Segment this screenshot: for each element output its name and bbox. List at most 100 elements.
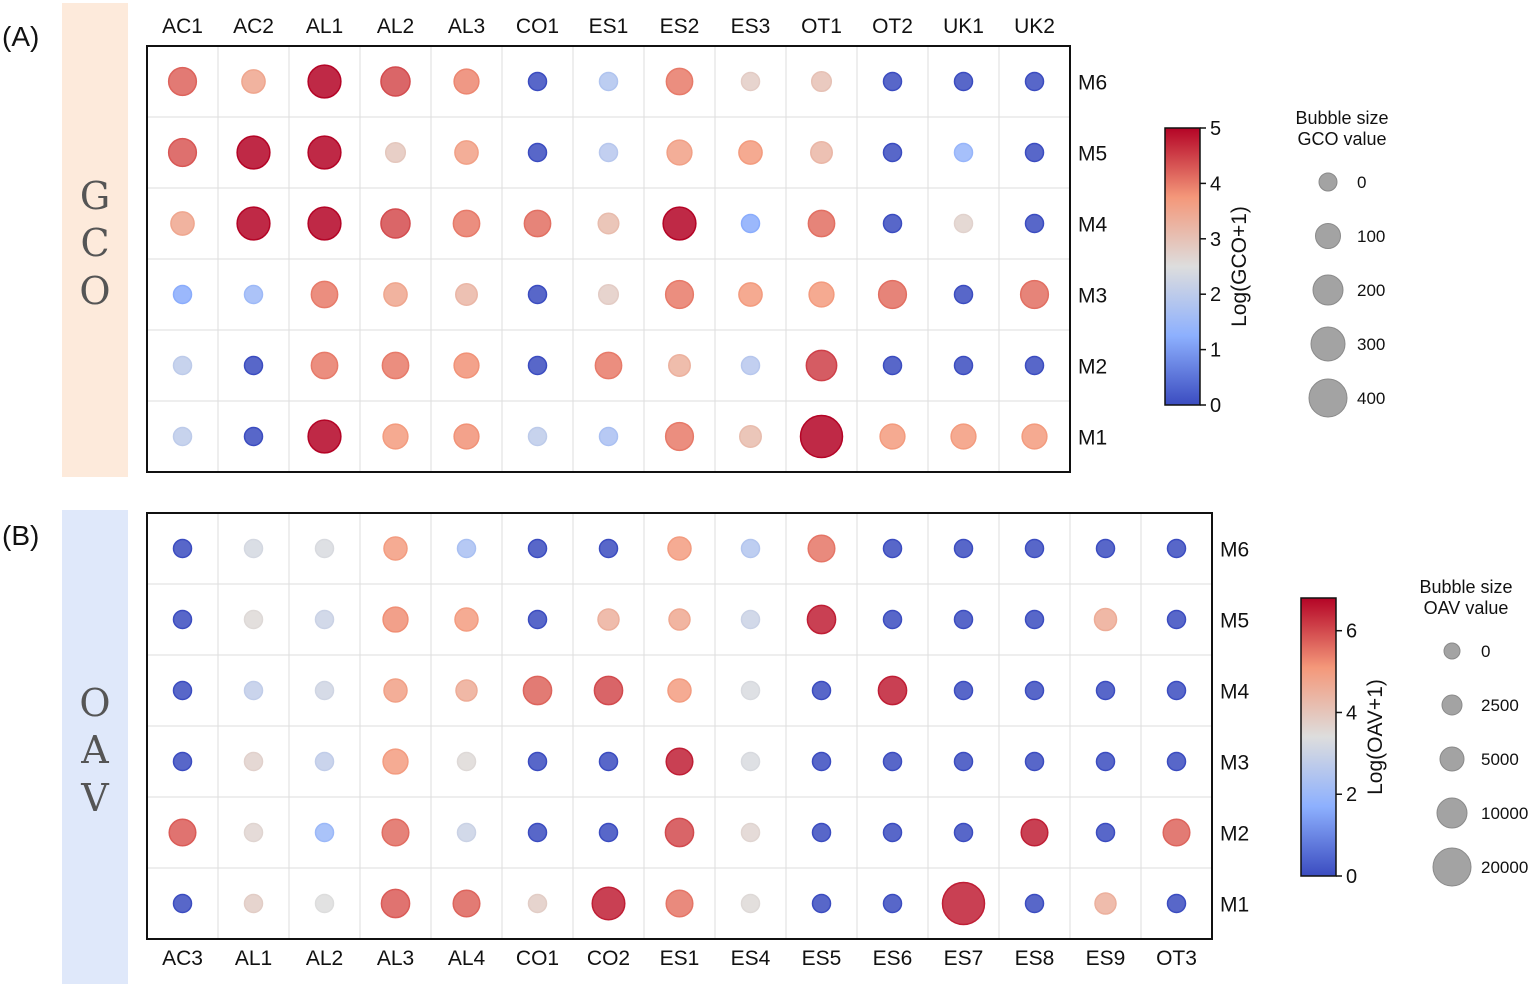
- bubble-M3-AL3: [455, 283, 478, 306]
- bubble-M5-OT2: [882, 142, 903, 163]
- bubble-M6-ES9: [1095, 538, 1116, 559]
- bubble-M2-AL3: [453, 352, 480, 379]
- x-tick-label: ES5: [802, 947, 842, 970]
- y-tick-label: M5: [1220, 610, 1249, 633]
- x-tick-label: ES2: [660, 15, 700, 38]
- x-tick-label: ES1: [589, 15, 629, 38]
- bubble-M1-CO1: [527, 426, 548, 447]
- bubble-M6-ES7: [953, 538, 974, 559]
- x-tick-label: AC1: [162, 15, 203, 38]
- bubble-M4-AL2: [314, 680, 335, 701]
- bubble-M6-AL1: [307, 64, 342, 99]
- bubble-M3-ES9: [1095, 751, 1116, 772]
- bubble-M2-OT1: [805, 349, 838, 382]
- bubble-M1-ES1: [598, 426, 619, 447]
- bubble-M5-ES5: [806, 604, 837, 635]
- size-legend-bubble: [1308, 378, 1348, 418]
- bubble-M4-ES6: [877, 675, 908, 706]
- bubble-M2-CO1: [527, 355, 548, 376]
- size-legend-title: Bubble size: [1419, 577, 1512, 597]
- bubble-M6-AL3: [383, 536, 408, 561]
- x-tick-label: CO1: [516, 947, 559, 970]
- x-tick-label: ES8: [1015, 947, 1055, 970]
- y-tick-label: M2: [1220, 823, 1249, 846]
- side-letter: A: [80, 728, 109, 772]
- bubble-M3-AL4: [456, 751, 477, 772]
- bubble-M3-OT1: [808, 281, 835, 308]
- bubble-M6-UK1: [953, 71, 974, 92]
- bubble-M5-AL3: [382, 606, 409, 633]
- bubble-M6-ES4: [740, 538, 761, 559]
- x-tick-label: UK1: [943, 15, 984, 38]
- x-tick-label: ES1: [660, 947, 700, 970]
- bubble-M2-ES3: [740, 355, 761, 376]
- bubble-M6-UK2: [1024, 71, 1045, 92]
- bubble-M2-AL1: [243, 822, 264, 843]
- bubble-M2-AC2: [243, 355, 264, 376]
- bubble-M4-OT1: [807, 209, 836, 238]
- y-tick-label: M1: [1078, 427, 1107, 450]
- bubble-M4-ES8: [1024, 680, 1045, 701]
- bubble-M2-ES9: [1095, 822, 1116, 843]
- bubble-M1-ES5: [811, 893, 832, 914]
- bubble-M2-AC3: [168, 818, 197, 847]
- y-tick-label: M6: [1220, 539, 1249, 562]
- bubble-M1-ES8: [1024, 893, 1045, 914]
- y-tick-label: M3: [1220, 752, 1249, 775]
- bubble-M4-ES2: [662, 206, 697, 241]
- bubble-M5-AC2: [236, 135, 271, 170]
- bubble-M3-AL3: [382, 748, 409, 775]
- bubble-M4-AL4: [455, 679, 478, 702]
- bubble-M4-ES1: [667, 678, 692, 703]
- bubble-M5-ES7: [953, 609, 974, 630]
- bubble-M5-UK2: [1024, 142, 1045, 163]
- bubble-M4-AL1: [243, 680, 264, 701]
- panel-1: OAV (B) AC3 AL1 AL2 AL3 AL4 CO1 CO2 ES1 ES4 ES5 ES6 E…: [2, 510, 1528, 984]
- size-legend-bubble: [1312, 274, 1344, 306]
- side-letter: O: [79, 269, 110, 313]
- colorbar-tick-label: 5: [1210, 118, 1221, 140]
- bubble-M4-ES5: [811, 680, 832, 701]
- bubble-M1-AC1: [172, 426, 193, 447]
- bubble-M4-AL3: [452, 209, 481, 238]
- colorbar-tick-label: 3: [1210, 229, 1221, 251]
- size-legend-bubble: [1315, 223, 1341, 249]
- size-legend-bubble: [1439, 746, 1465, 772]
- bubble-M3-UK2: [1019, 279, 1050, 310]
- bubble-M2-ES5: [811, 822, 832, 843]
- colorbar-tick-label: 4: [1346, 702, 1357, 724]
- bubble-M3-AC2: [243, 284, 264, 305]
- bubble-M5-ES9: [1093, 607, 1118, 632]
- size-legend-bubble: [1436, 797, 1468, 829]
- bubble-M6-OT2: [882, 71, 903, 92]
- size-legend-label: 300: [1357, 335, 1385, 354]
- bubble-M6-ES1: [667, 536, 692, 561]
- x-tick-label: AC3: [162, 947, 203, 970]
- bubble-M5-AL4: [454, 607, 479, 632]
- size-legend-label: 10000: [1481, 804, 1528, 823]
- side-band: [62, 510, 128, 984]
- bubble-M2-ES4: [740, 822, 761, 843]
- colorbar-tick-label: 2: [1210, 284, 1221, 306]
- bubble-M1-ES6: [882, 893, 903, 914]
- bubble-M3-ES3: [738, 282, 763, 307]
- x-tick-label: OT3: [1156, 947, 1197, 970]
- size-legend-label: 20000: [1481, 858, 1528, 877]
- bubble-M6-AC1: [167, 66, 198, 97]
- bubble-M5-ES2: [666, 139, 693, 166]
- bubble-M6-AL2: [314, 538, 335, 559]
- colorbar-tick-label: 2: [1346, 784, 1357, 806]
- bubble-M4-ES7: [953, 680, 974, 701]
- bubble-M2-ES7: [953, 822, 974, 843]
- bubble-M1-OT3: [1166, 893, 1187, 914]
- bubble-M1-AC2: [243, 426, 264, 447]
- y-tick-label: M4: [1220, 681, 1249, 704]
- colorbar: 0 2 4 6 Log(OAV+1): [1300, 597, 1387, 888]
- grid-lines: [147, 513, 1212, 939]
- bubble-M2-AL3: [381, 818, 410, 847]
- size-legend-label: 200: [1357, 281, 1385, 300]
- bubble-M5-CO2: [597, 608, 620, 631]
- bubble-M1-ES3: [739, 425, 762, 448]
- bubble-M3-CO2: [598, 751, 619, 772]
